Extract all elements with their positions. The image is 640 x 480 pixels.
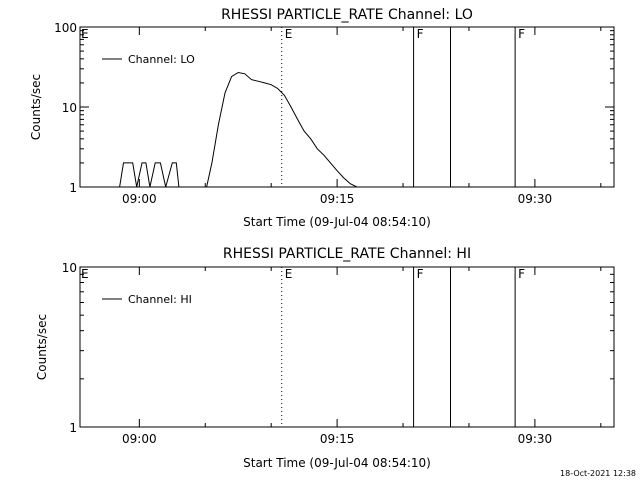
corner-flag-label: E bbox=[81, 267, 89, 281]
x-tick-label: 09:15 bbox=[320, 432, 355, 446]
x-axis-label: Start Time (09-Jul-04 08:54:10) bbox=[243, 456, 431, 470]
x-tick-label: 09:00 bbox=[122, 192, 157, 206]
y-axis-label: Counts/sec bbox=[35, 314, 49, 380]
flag-label: E bbox=[285, 27, 293, 41]
series-line bbox=[119, 71, 614, 187]
y-tick-label: 100 bbox=[54, 21, 77, 35]
x-tick-label: 09:15 bbox=[320, 192, 355, 206]
x-tick-label: 09:00 bbox=[122, 432, 157, 446]
chart-panel-lo: RHESSI PARTICLE_RATE Channel: LO Start Ti… bbox=[29, 7, 615, 229]
corner-flag-label: E bbox=[81, 27, 89, 41]
y-axis-label: Counts/sec bbox=[29, 74, 43, 140]
flag-label: F bbox=[518, 27, 525, 41]
plot-area bbox=[80, 267, 614, 427]
flag-label: F bbox=[518, 267, 525, 281]
flag-label: F bbox=[417, 27, 424, 41]
chart-title: RHESSI PARTICLE_RATE Channel: HI bbox=[223, 246, 471, 262]
footer-timestamp: 18-Oct-2021 12:38 bbox=[560, 469, 636, 478]
flag-label: F bbox=[417, 267, 424, 281]
x-tick-label: 09:30 bbox=[518, 432, 553, 446]
legend-label: Channel: HI bbox=[128, 293, 192, 306]
y-tick-label: 1 bbox=[69, 181, 77, 195]
legend-label: Channel: LO bbox=[128, 53, 195, 66]
plot-frame bbox=[79, 266, 615, 428]
flag-label: E bbox=[285, 267, 293, 281]
chart-panel-hi: RHESSI PARTICLE_RATE Channel: HI Start Ti… bbox=[35, 246, 615, 470]
y-tick-label: 10 bbox=[62, 101, 77, 115]
chart-title: RHESSI PARTICLE_RATE Channel: LO bbox=[221, 7, 473, 23]
x-axis-label: Start Time (09-Jul-04 08:54:10) bbox=[243, 215, 431, 229]
y-tick-label: 1 bbox=[69, 421, 77, 435]
x-tick-label: 09:30 bbox=[518, 192, 553, 206]
plot-area bbox=[119, 27, 614, 187]
series-line bbox=[80, 426, 614, 427]
y-tick-label: 10 bbox=[62, 261, 77, 275]
